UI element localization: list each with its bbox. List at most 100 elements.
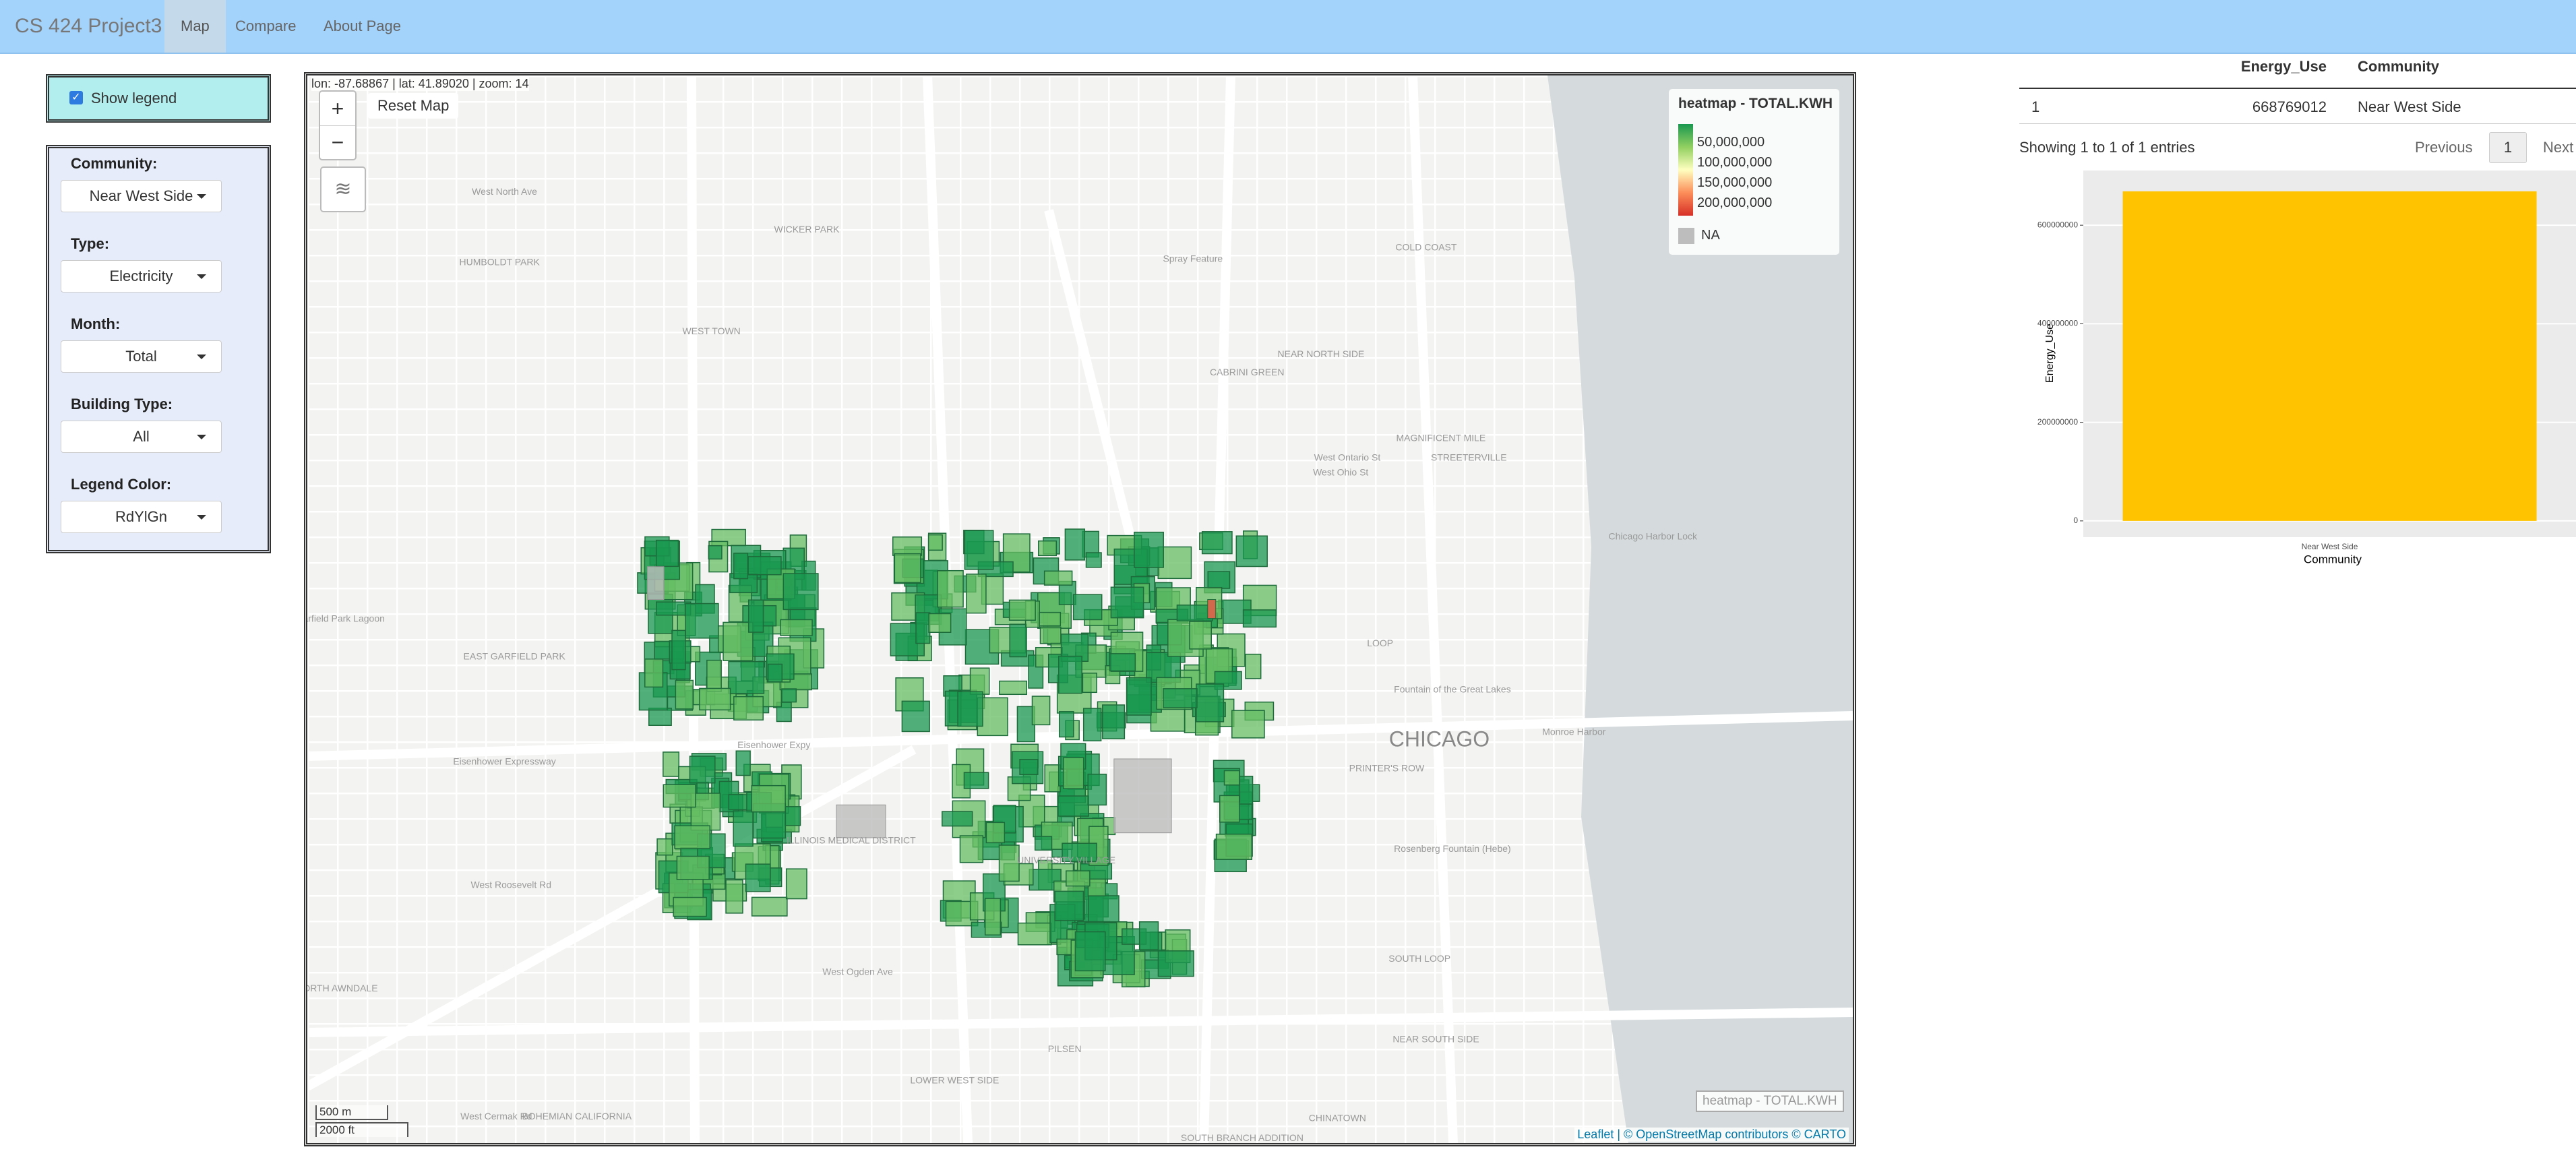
nav-tab[interactable]: Compare	[235, 18, 297, 34]
watermark: heatmap - TOTAL.KWH	[1696, 1090, 1844, 1112]
parcel	[1138, 921, 1159, 950]
parcel	[723, 621, 754, 661]
parcel	[733, 810, 754, 847]
parcel	[1054, 890, 1084, 921]
parcel	[894, 553, 921, 584]
place-label: SOUTH LOOP	[1388, 953, 1450, 964]
place-label: Eisenhower Expy	[737, 739, 810, 750]
legend-label: 200,000,000	[1697, 195, 1773, 210]
parcel	[999, 680, 1028, 696]
control-label: Legend Color:	[71, 476, 172, 493]
attribution[interactable]: Leaflet | © OpenStreetMap contributors ©…	[1574, 1128, 1849, 1142]
legend-title: heatmap - TOTAL.KWH	[1678, 96, 1833, 111]
parcel	[745, 863, 771, 892]
bar-chart: Energy_Use Community 0 200000000 400000000…	[2037, 171, 2576, 565]
place-label: Eisenhower Expressway	[453, 756, 556, 767]
map-canvas[interactable]: WEST TOWN HUMBOLDT PARK West North Ave WICK…	[307, 75, 1853, 1143]
place-label: PRINTER'S ROW	[1349, 762, 1425, 773]
parcel	[1082, 708, 1102, 741]
x-axis-label: Community	[2304, 553, 2362, 565]
parcel	[785, 868, 807, 900]
place-label: CHICAGO	[1389, 727, 1490, 751]
parcel-na	[647, 566, 665, 601]
parcel	[648, 707, 672, 726]
place-label: West Cermak Rd	[460, 1111, 532, 1121]
parcel	[1245, 653, 1262, 679]
select[interactable]: Electricity	[61, 260, 222, 292]
parcel	[1207, 571, 1231, 589]
x-tick-label: Near West Side	[2302, 542, 2358, 551]
parcel	[1176, 605, 1213, 621]
zoom-in[interactable]: +	[320, 92, 355, 126]
checkbox-label[interactable]: Show legend	[91, 90, 177, 106]
parcel	[781, 688, 797, 703]
parcel	[1066, 870, 1091, 887]
parcel	[965, 574, 987, 614]
parcel	[689, 756, 716, 784]
parcel	[733, 553, 749, 580]
select[interactable]: All	[61, 421, 222, 453]
place-label: STREETERVILLE	[1431, 452, 1507, 463]
select[interactable]: RdYlGn	[61, 501, 222, 533]
y-tick-label: 0	[2073, 516, 2078, 525]
legend-gradient	[1678, 124, 1693, 216]
place-label: NEAR NORTH SIDE	[1278, 348, 1365, 359]
place-label: MAGNIFICENT MILE	[1396, 432, 1485, 443]
map[interactable]: WEST TOWN HUMBOLDT PARK West North Ave WICK…	[304, 72, 1856, 1146]
parcel	[671, 629, 686, 671]
legend-toggle: ✓ Show legend	[46, 74, 271, 123]
parcel	[1235, 535, 1268, 567]
place-label: LOWER WEST SIDE	[910, 1074, 999, 1085]
checkbox[interactable]: ✓	[69, 91, 83, 104]
page-prev[interactable]: Previous	[2415, 139, 2473, 156]
parcel	[1231, 710, 1265, 739]
place-label: WICKER PARK	[774, 224, 840, 235]
parcel	[1201, 531, 1233, 555]
parcel	[1064, 528, 1086, 561]
parcel	[1223, 770, 1240, 786]
zoom-out[interactable]: −	[331, 130, 344, 154]
nav-tab[interactable]: Map	[164, 0, 226, 53]
parcel	[663, 784, 696, 808]
place-label: ILLINOIS MEDICAL DISTRICT	[787, 835, 916, 846]
parcel	[1102, 704, 1126, 739]
place-label: CHINATOWN	[1309, 1113, 1366, 1123]
parcel	[985, 822, 1006, 844]
parcel	[1058, 655, 1082, 694]
parcel	[1189, 621, 1212, 650]
select[interactable]: Total	[61, 340, 222, 373]
place-label: PILSEN	[1048, 1043, 1082, 1054]
parcel	[1044, 764, 1061, 793]
parcel	[1058, 711, 1074, 738]
place-label: Spray Feature	[1163, 253, 1223, 264]
parcel	[751, 784, 786, 813]
page-next[interactable]: Next	[2543, 139, 2574, 156]
table-header[interactable]: Energy_Use	[2240, 58, 2327, 75]
nav-tab[interactable]: About Page	[324, 18, 401, 34]
parcel	[733, 696, 764, 721]
brand[interactable]: CS 424 Project3	[15, 15, 162, 37]
parcel	[675, 679, 694, 710]
place-label: West Ogden Ave	[822, 966, 893, 977]
parcel	[928, 613, 952, 634]
parcel-na	[1113, 758, 1172, 834]
place-label: Rosenberg Fountain (Hebe)	[1394, 843, 1511, 854]
page-number[interactable]: 1	[2489, 132, 2527, 163]
place-label: LOOP	[1367, 638, 1393, 648]
table-header[interactable]: Community	[2358, 58, 2439, 75]
zoom-control: + −	[319, 90, 357, 160]
parcel	[735, 750, 751, 776]
place-label: COLD COAST	[1395, 242, 1456, 253]
table-cell: 668769012	[2252, 98, 2327, 115]
control-label: Type:	[71, 235, 110, 252]
place-label: EAST GARFIELD PARK	[464, 651, 566, 662]
parcel	[708, 545, 723, 560]
reset-button[interactable]: Reset Map	[368, 93, 459, 119]
parcel	[915, 612, 931, 644]
place-label: Garfield Park Lagoon	[307, 613, 385, 624]
place-label: CABRINI GREEN	[1210, 367, 1284, 377]
select[interactable]: Near West Side	[61, 180, 222, 212]
y-axis-label: Energy_Use	[2044, 324, 2056, 383]
layers-control[interactable]: ≋	[320, 166, 366, 212]
